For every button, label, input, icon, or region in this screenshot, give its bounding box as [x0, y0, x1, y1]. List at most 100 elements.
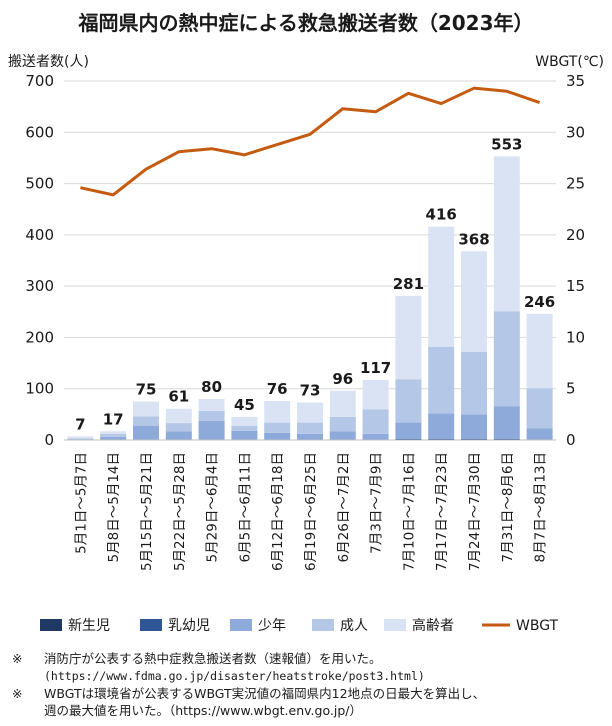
bar-segment	[231, 416, 258, 426]
total-label: 281	[393, 275, 424, 293]
legend-label: 乳幼児	[168, 618, 210, 634]
x-tick-label: 7月3日～7月9日	[369, 452, 385, 554]
bar-segment	[329, 431, 356, 440]
x-tick-label: 5月8日～5月14日	[106, 452, 122, 562]
bar-segment	[100, 436, 127, 440]
right-tick-label: 5	[566, 380, 576, 398]
x-tick-label: 6月12日～6月18日	[270, 452, 286, 571]
bar-segment	[67, 436, 94, 439]
legend-label: 新生児	[68, 618, 110, 634]
left-tick-label: 400	[25, 226, 54, 244]
legend-swatch	[140, 619, 162, 631]
bar-segment	[461, 414, 487, 439]
bar-segment	[526, 313, 553, 389]
total-label: 96	[332, 370, 353, 388]
left-tick-label: 200	[25, 328, 54, 346]
footnote-2: ※ WBGTは環境省が公表するWBGT実況値の福岡県内12地点の日最大を算出し、…	[12, 685, 608, 719]
total-label: 61	[168, 388, 189, 406]
right-tick-label: 35	[566, 72, 585, 90]
right-axis-title: WBGT(℃)	[535, 54, 604, 70]
x-tick-label: 5月29日～6月4日	[205, 452, 221, 562]
footnotes: ※ 消防庁が公表する熱中症救急搬送者数（速報値）を用いた。 (https://w…	[12, 650, 608, 719]
footnote-2-text: WBGTは環境省が公表するWBGT実況値の福岡県内12地点の日最大を算出し、	[44, 686, 486, 701]
bar-segment	[395, 422, 422, 439]
right-tick-label: 10	[566, 328, 585, 346]
left-tick-label: 300	[25, 277, 54, 295]
x-tick-label: 7月10日～7月16日	[401, 452, 417, 571]
legend-label: 成人	[340, 618, 368, 634]
x-tick-label: 5月22日～5月28日	[172, 452, 188, 571]
x-tick-label: 6月19日～6月25日	[303, 452, 319, 571]
total-label: 75	[136, 381, 157, 399]
chart: 福岡県内の熱中症による救急搬送者数（2023年） 搬送者数(人) WBGT(℃)…	[8, 11, 604, 634]
bar-segment	[493, 311, 520, 407]
gridlines	[64, 80, 556, 390]
x-tick-label: 8月7日～8月13日	[533, 452, 549, 562]
bar-segment	[133, 416, 159, 426]
bar-segment	[165, 423, 192, 432]
right-tick-label: 0	[566, 431, 576, 449]
bar-segment	[461, 251, 487, 352]
legend-label: 少年	[258, 618, 286, 634]
total-label: 80	[201, 378, 222, 396]
left-tick-label: 600	[25, 123, 54, 141]
bar-segment	[297, 433, 323, 440]
x-tick-label: 6月5日～6月11日	[237, 452, 253, 562]
bar-segment	[428, 226, 455, 347]
bar-segment	[67, 438, 94, 440]
legend-swatch	[312, 619, 334, 631]
x-tick-label: 7月31日～8月6日	[500, 452, 516, 562]
bar-segment	[264, 432, 291, 440]
bar-segment	[133, 401, 159, 417]
total-label: 416	[426, 206, 457, 224]
x-tick-label: 5月1日～5月7日	[73, 452, 89, 554]
bar-segment	[362, 379, 389, 410]
total-label: 73	[300, 382, 321, 400]
left-tick-label: 500	[25, 175, 54, 193]
total-label: 117	[360, 359, 391, 377]
x-tick-label: 6月26日～7月2日	[336, 452, 352, 562]
bar-segment	[493, 406, 520, 439]
axes: 0 100 200 300 400 500 600 700 0 5 10 15 20 25 30 35 5月1日…	[25, 72, 585, 571]
bar-segment	[297, 402, 323, 423]
total-label: 76	[267, 380, 288, 398]
footnote-1: ※ 消防庁が公表する熱中症救急搬送者数（速報値）を用いた。 (https://w…	[12, 650, 608, 685]
total-label: 368	[458, 230, 489, 248]
bar-segment	[264, 401, 291, 423]
bar-segment	[493, 156, 520, 312]
legend-swatch	[384, 619, 406, 631]
bar-segment	[100, 431, 127, 434]
footnote-mark: ※	[12, 686, 23, 701]
bar-segment	[198, 410, 225, 422]
right-tick-label: 30	[566, 123, 585, 141]
bar-segment	[329, 416, 356, 432]
total-label: 7	[75, 415, 85, 433]
bar-segment	[198, 398, 225, 411]
bar-segment	[100, 433, 127, 437]
bars	[67, 156, 553, 440]
x-tick-label: 5月15日～5月21日	[139, 452, 155, 571]
bar-segment	[165, 408, 192, 424]
bar-segment	[461, 351, 487, 415]
bar-segment	[461, 438, 487, 440]
bar-segment	[329, 390, 356, 417]
bar-segment	[493, 438, 520, 440]
total-label: 246	[524, 293, 555, 311]
footnote-mark: ※	[12, 651, 23, 666]
bar-segment	[362, 409, 389, 434]
legend-swatch	[230, 619, 252, 631]
footnote-1-url: (https://www.fdma.go.jp/disaster/heatstr…	[44, 669, 425, 683]
bar-segment	[198, 421, 225, 440]
left-tick-label: 0	[44, 431, 54, 449]
x-tick-label: 7月24日～7月30日	[467, 452, 483, 571]
bar-segment	[362, 433, 389, 440]
left-tick-label: 100	[25, 380, 54, 398]
bar-segment	[133, 425, 159, 440]
bar-segment	[264, 422, 291, 433]
right-tick-label: 15	[566, 277, 585, 295]
bar-segment	[526, 388, 553, 429]
bar-segment	[526, 428, 553, 440]
wbgt-line-layer	[80, 86, 541, 197]
legend: 新生児 乳幼児 少年 成人 高齢者 WBGT	[40, 617, 559, 634]
